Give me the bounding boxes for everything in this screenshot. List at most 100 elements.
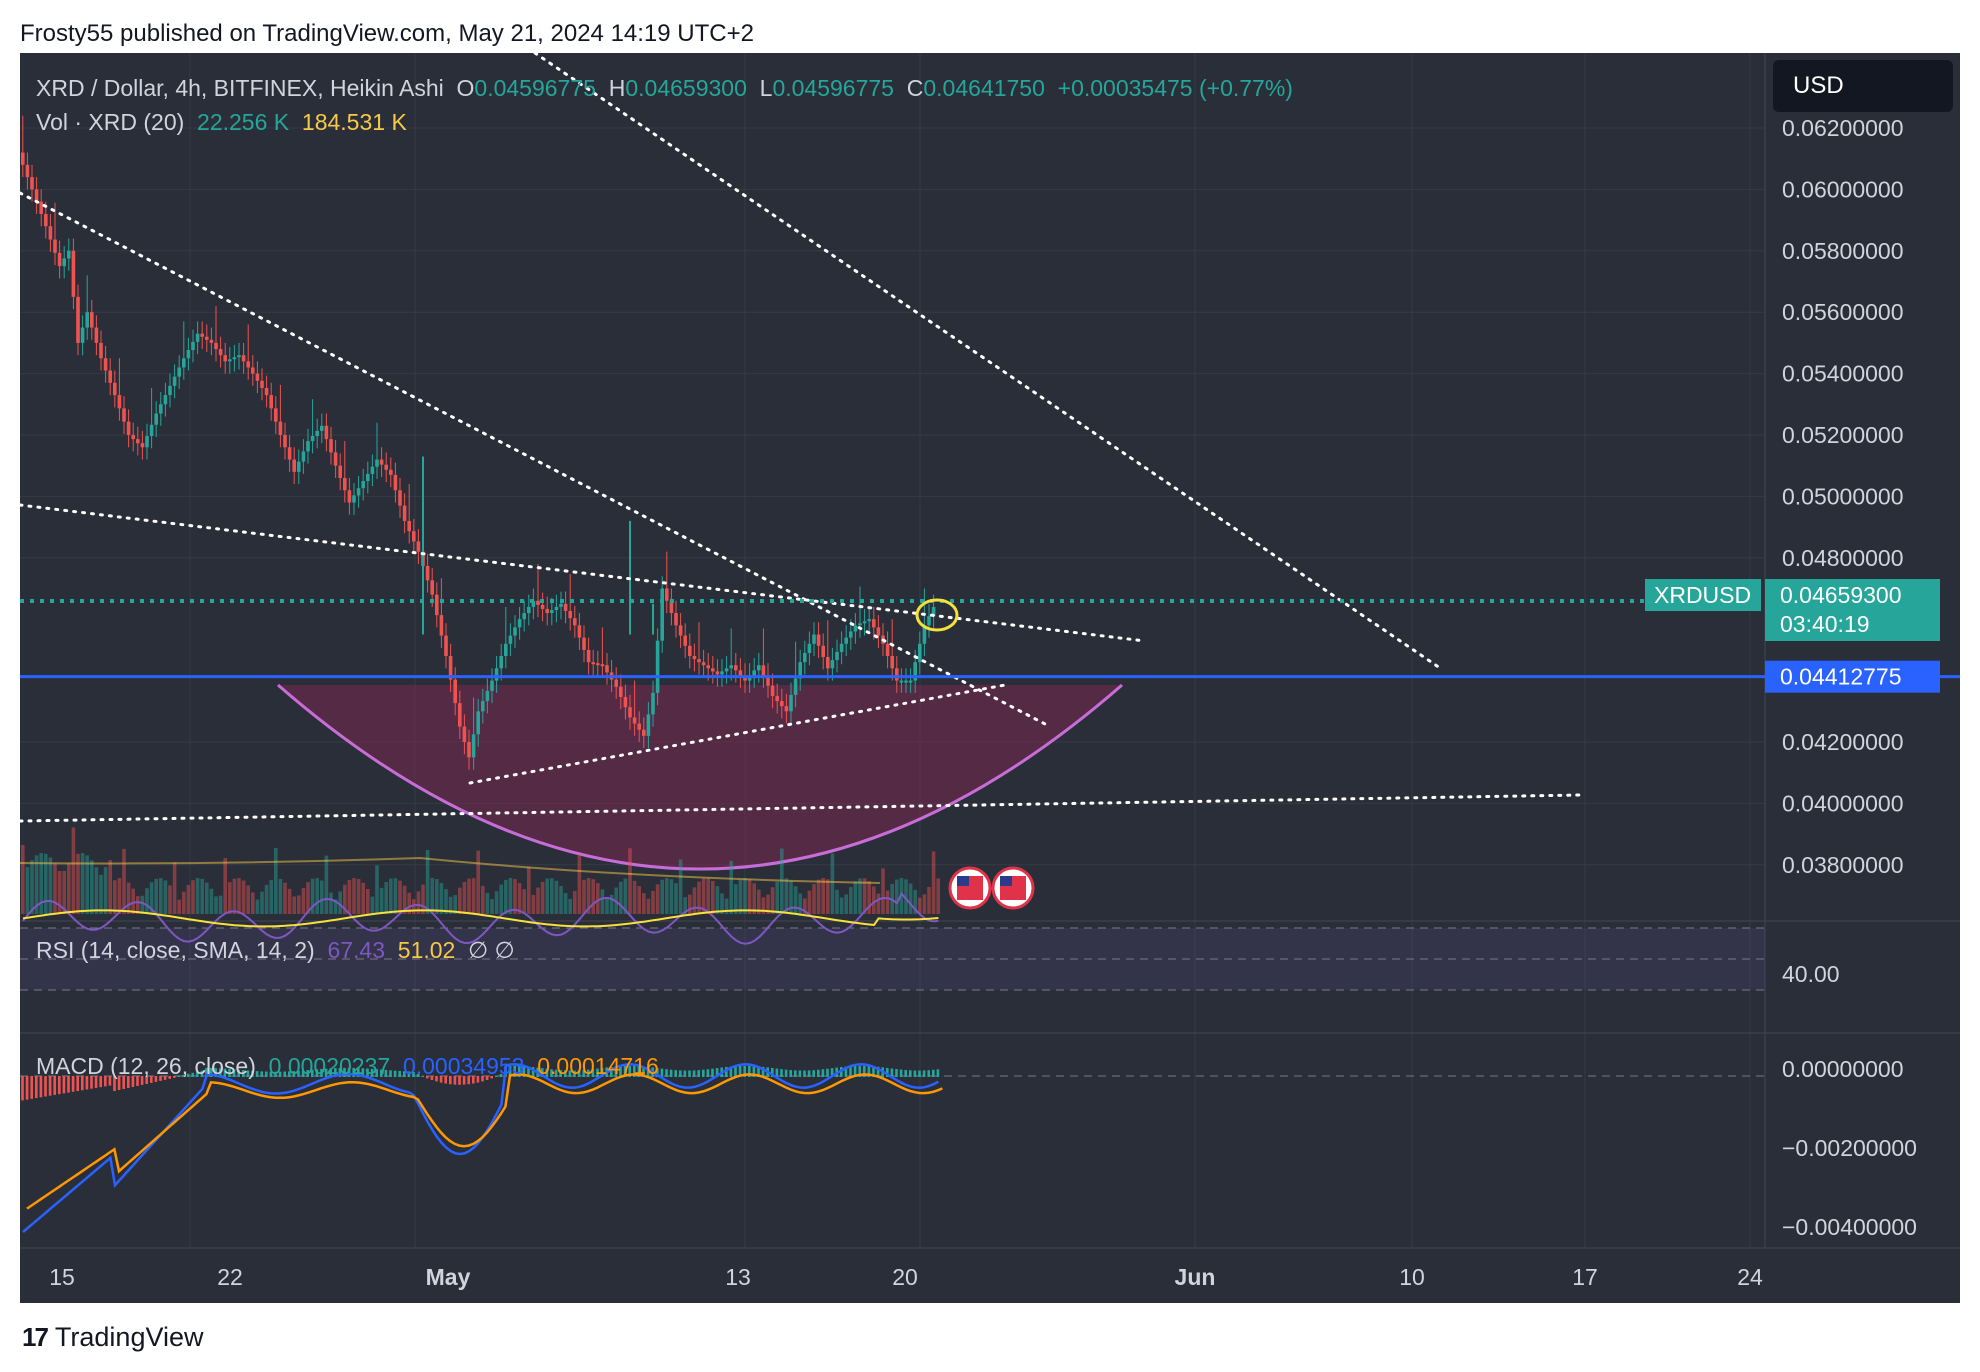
candle-body [214,342,218,350]
candle-body [545,608,549,614]
candle-body [122,408,126,422]
rounding-bottom-arc [277,683,1123,871]
volume-bar [692,887,697,914]
volume-bar [131,888,135,914]
macd-signal-line [26,1073,943,1210]
volume-bar [306,882,310,914]
candle-body [57,252,62,267]
volume-bar [333,899,338,914]
legend-symbol[interactable]: XRD / Dollar, 4h, BITFINEX, Heikin Ashi [36,75,444,101]
candle-body [315,430,319,437]
volume-bar [821,878,825,914]
chart-svg[interactable]: 0.06200000 0.06000000 0.05800000 0.05600000… [18,51,1960,1303]
macd-histogram [21,1065,940,1101]
macd-label[interactable]: MACD (12, 26, close) [36,1053,256,1079]
rsi-label[interactable]: RSI (14, close, SMA, 14, 2) [36,937,315,963]
candle-body [186,350,191,359]
volume-bar [660,879,664,914]
candle-body [108,370,112,383]
candle-body [195,333,200,342]
candle-body [678,625,683,636]
volume-bar [568,898,572,914]
macd-histogram-bar [633,1065,636,1077]
macd-histogram-bar [541,1068,544,1077]
candle-body [789,694,793,712]
volume-bar [269,880,273,914]
candle-body [494,668,499,681]
macd-histogram-bar [610,1066,613,1077]
candle-body [191,341,195,351]
rsi-ma-value: 51.02 [397,937,456,963]
vol-value: 22.256 K [197,109,290,135]
volume-bar [467,878,471,914]
macd-histogram-bar [780,1069,783,1077]
macd-histogram-bar [849,1066,852,1077]
macd-histogram-bar [260,1071,263,1077]
macd-histogram-bar [573,1070,576,1077]
macd-histogram-bar [361,1068,365,1077]
volume-bar [701,878,706,914]
macd-histogram-bar [44,1076,47,1097]
support-price-value: 0.04412775 [1780,664,1902,690]
chart-area[interactable]: 0.06200000 0.06000000 0.05800000 0.05600000… [18,51,1960,1303]
candle-body [435,594,439,616]
legend-close-value: 0.04641750 [923,75,1045,101]
candle-body [131,435,135,440]
volume-bar [85,855,89,914]
candle-body [283,435,287,448]
candle-body [711,668,715,672]
volume-bar [628,848,632,914]
macd-histogram-bar [191,1072,194,1077]
volume-bar [448,896,453,914]
candle-body [361,481,365,489]
legend-open-label: O [456,75,475,101]
candle-body [232,357,237,360]
macd-histogram-bar [246,1070,250,1077]
volume-bar [600,889,605,914]
rsi-tick-label: 40.00 [1782,961,1840,987]
volume-bar [44,853,48,914]
volume-bar [159,878,163,914]
currency-button[interactable]: USD [1773,60,1953,112]
candle-body [163,395,168,405]
price-tick-label: 0.05600000 [1782,299,1904,325]
volume-bar [904,879,908,914]
macd-tick-label: −0.00400000 [1782,1214,1917,1240]
tradingview-logo[interactable]: 17 TradingView [22,1322,204,1353]
volume-bar [444,889,448,914]
volume-bar [228,882,232,914]
candle-body [320,425,324,431]
vol-label[interactable]: Vol · XRD (20) [36,109,185,135]
candle-body [366,473,370,482]
volume-bar [241,880,246,914]
macd-histogram-bar [876,1066,880,1077]
trendline-major-falling [533,51,1442,670]
macd-histogram-bar [439,1076,443,1083]
macd-histogram-bar [219,1068,222,1077]
candle-body [67,250,71,259]
candle-body [890,656,894,669]
macd-histogram-bar [725,1066,728,1077]
candle-body [527,606,531,614]
us-flag-canton [957,876,969,886]
macd-histogram-bar [904,1069,907,1077]
macd-histogram-bar [587,1069,590,1077]
macd-histogram-bar [283,1071,286,1077]
volume-bar [586,878,591,914]
volume-bar [793,886,798,914]
candle-body [425,565,430,581]
macd-histogram-bar [899,1069,903,1077]
macd-histogram-bar [692,1070,696,1077]
rsi-line [22,891,939,945]
macd-histogram-bar [803,1070,806,1077]
volume-bar [462,881,467,914]
macd-histogram-bar [39,1076,43,1098]
macd-histogram-bar [173,1076,176,1078]
macd-histogram-bar [389,1070,392,1077]
macd-histogram-bar [932,1069,935,1077]
rsi-ma-line [22,909,939,928]
volume-bar [53,863,57,914]
candle-body [674,613,678,626]
candle-body [126,421,131,435]
price-candles [21,115,936,770]
